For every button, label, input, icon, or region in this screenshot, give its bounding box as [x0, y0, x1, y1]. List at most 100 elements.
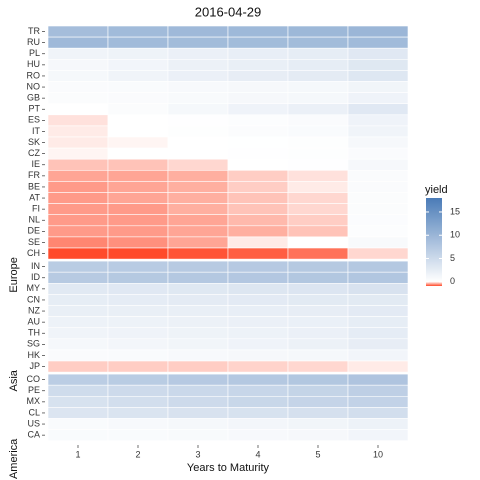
tile [287, 192, 349, 204]
tile [47, 114, 109, 127]
tile [287, 360, 349, 373]
y-tick-label: TH [28, 328, 40, 338]
y-tick-label: HU [27, 59, 40, 69]
y-tick-label: PL [29, 48, 40, 58]
tile [167, 225, 229, 238]
tile [167, 260, 229, 273]
tile [107, 58, 169, 71]
tile [347, 384, 409, 397]
tile [227, 395, 289, 408]
tile [347, 282, 409, 295]
tile [47, 271, 109, 284]
y-tick-label: MY [27, 283, 41, 293]
tile [287, 349, 349, 362]
tile [47, 25, 109, 38]
tile [167, 305, 229, 317]
tile [167, 47, 229, 60]
x-tick-label: 1 [75, 449, 80, 459]
tile [107, 36, 169, 49]
tile [347, 395, 409, 408]
y-tick-label: BE [28, 181, 40, 191]
tile [287, 103, 349, 116]
y-tick-label: RO [27, 70, 41, 80]
tile [167, 70, 229, 82]
y-tick-label: SK [28, 137, 40, 147]
tile [107, 429, 169, 442]
y-tick-label: CH [27, 248, 40, 258]
y-tick-label: AT [29, 192, 40, 202]
tile [107, 214, 169, 227]
tile [287, 114, 349, 127]
tile [227, 349, 289, 362]
tile [167, 147, 229, 160]
y-tick-label: CN [27, 294, 40, 304]
tile [287, 384, 349, 397]
tile [227, 305, 289, 317]
y-tick-label: IE [31, 159, 40, 169]
tile [347, 349, 409, 362]
tile [167, 181, 229, 193]
tile [107, 158, 169, 171]
tile [167, 349, 229, 362]
tile [167, 36, 229, 49]
y-tick-label: SE [28, 237, 40, 247]
tile [167, 203, 229, 216]
tile [107, 192, 169, 204]
tile [227, 192, 289, 204]
tile [347, 305, 409, 317]
tile [107, 349, 169, 362]
tile [47, 418, 109, 430]
tile [347, 327, 409, 340]
tile [287, 236, 349, 249]
tile [347, 294, 409, 306]
tile [347, 373, 409, 386]
y-tick-label: DE [27, 226, 40, 236]
tile [167, 114, 229, 127]
tile [167, 294, 229, 306]
tile [347, 407, 409, 419]
tile [227, 316, 289, 329]
tile [227, 92, 289, 104]
tile [47, 147, 109, 160]
tile [47, 81, 109, 93]
tile [287, 305, 349, 317]
tile [227, 147, 289, 160]
tile [287, 47, 349, 60]
tile [347, 338, 409, 351]
y-tick-label: FR [28, 170, 40, 180]
x-tick-label: 4 [255, 449, 260, 459]
tile [287, 373, 349, 386]
tile [287, 271, 349, 284]
tile [287, 214, 349, 227]
facet-label: Europe [8, 257, 20, 292]
tile [287, 147, 349, 160]
tile [227, 81, 289, 93]
tile [167, 136, 229, 149]
tile [107, 305, 169, 317]
tile [347, 170, 409, 182]
tile [167, 271, 229, 284]
tile [287, 170, 349, 182]
tile [287, 81, 349, 93]
y-tick-label: IN [31, 261, 40, 271]
tile [47, 136, 109, 149]
tile [347, 203, 409, 216]
tile [227, 25, 289, 38]
y-tick-label: NZ [28, 305, 40, 315]
tile [167, 192, 229, 204]
tile [47, 395, 109, 408]
tile [227, 236, 289, 249]
y-tick-label: MX [27, 396, 41, 406]
tile [227, 214, 289, 227]
tile [107, 136, 169, 149]
tile [347, 158, 409, 171]
tile [167, 214, 229, 227]
tile [347, 25, 409, 38]
tile [107, 418, 169, 430]
tile [47, 236, 109, 249]
tile [47, 407, 109, 419]
y-tick-label: SG [27, 339, 40, 349]
tile [227, 418, 289, 430]
tile [167, 158, 229, 171]
tile [287, 70, 349, 82]
